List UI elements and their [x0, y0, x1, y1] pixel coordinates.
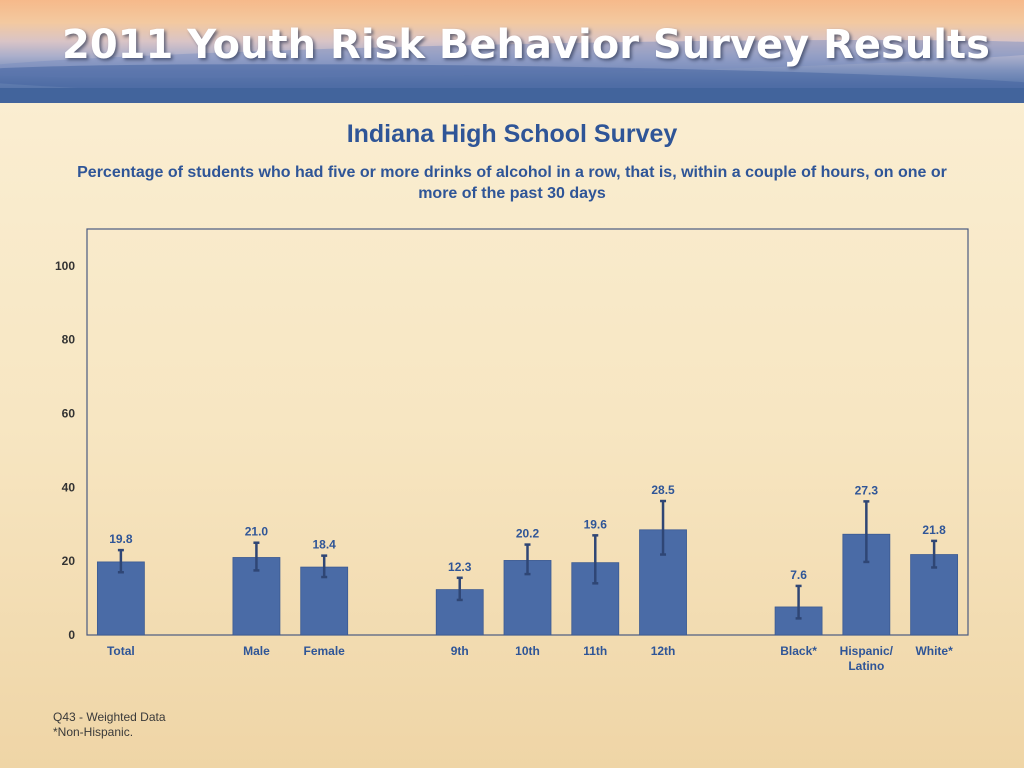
data-label: 28.5	[651, 483, 675, 497]
data-label: 21.0	[245, 525, 269, 539]
x-category-label: Total	[107, 644, 135, 658]
x-category-label: White*	[915, 644, 953, 658]
banner-wave	[0, 88, 1024, 103]
data-label: 18.4	[313, 538, 337, 552]
x-category-label: 10th	[515, 644, 540, 658]
y-tick-label: 20	[62, 554, 76, 568]
bar	[435, 589, 484, 636]
footnote-nonhispanic: *Non-Hispanic.	[53, 725, 134, 739]
data-label: 12.3	[448, 560, 472, 574]
banner-title: 2011 Youth Risk Behavior Survey Results	[62, 22, 990, 68]
data-label: 19.6	[584, 517, 608, 531]
y-tick-label: 40	[62, 480, 76, 494]
bar	[300, 566, 349, 636]
data-label: 27.3	[855, 483, 879, 497]
x-category-label: Hispanic/Latino	[840, 644, 894, 673]
header-banner: 2011 Youth Risk Behavior Survey Results	[0, 0, 1024, 103]
x-category-label: Male	[243, 644, 270, 658]
bar	[571, 562, 620, 636]
bar	[96, 561, 145, 636]
data-label: 21.8	[922, 523, 946, 537]
y-tick-label: 60	[62, 407, 76, 421]
y-tick-label: 100	[55, 259, 75, 273]
chart-subtitle: Percentage of students who had five or m…	[77, 164, 947, 202]
y-tick-label: 0	[68, 628, 75, 642]
x-category-label: Female	[304, 644, 346, 658]
data-label: 20.2	[516, 527, 540, 541]
footnote-weighted: Q43 - Weighted Data	[53, 710, 166, 724]
x-category-label: 9th	[451, 644, 469, 658]
data-label: 19.8	[109, 532, 133, 546]
y-tick-label: 80	[62, 333, 76, 347]
x-category-label: 11th	[583, 644, 607, 658]
chart-title: Indiana High School Survey	[346, 120, 678, 148]
data-label: 7.6	[790, 568, 807, 582]
x-category-label: 12th	[651, 644, 676, 658]
x-category-label: Black*	[780, 644, 817, 658]
